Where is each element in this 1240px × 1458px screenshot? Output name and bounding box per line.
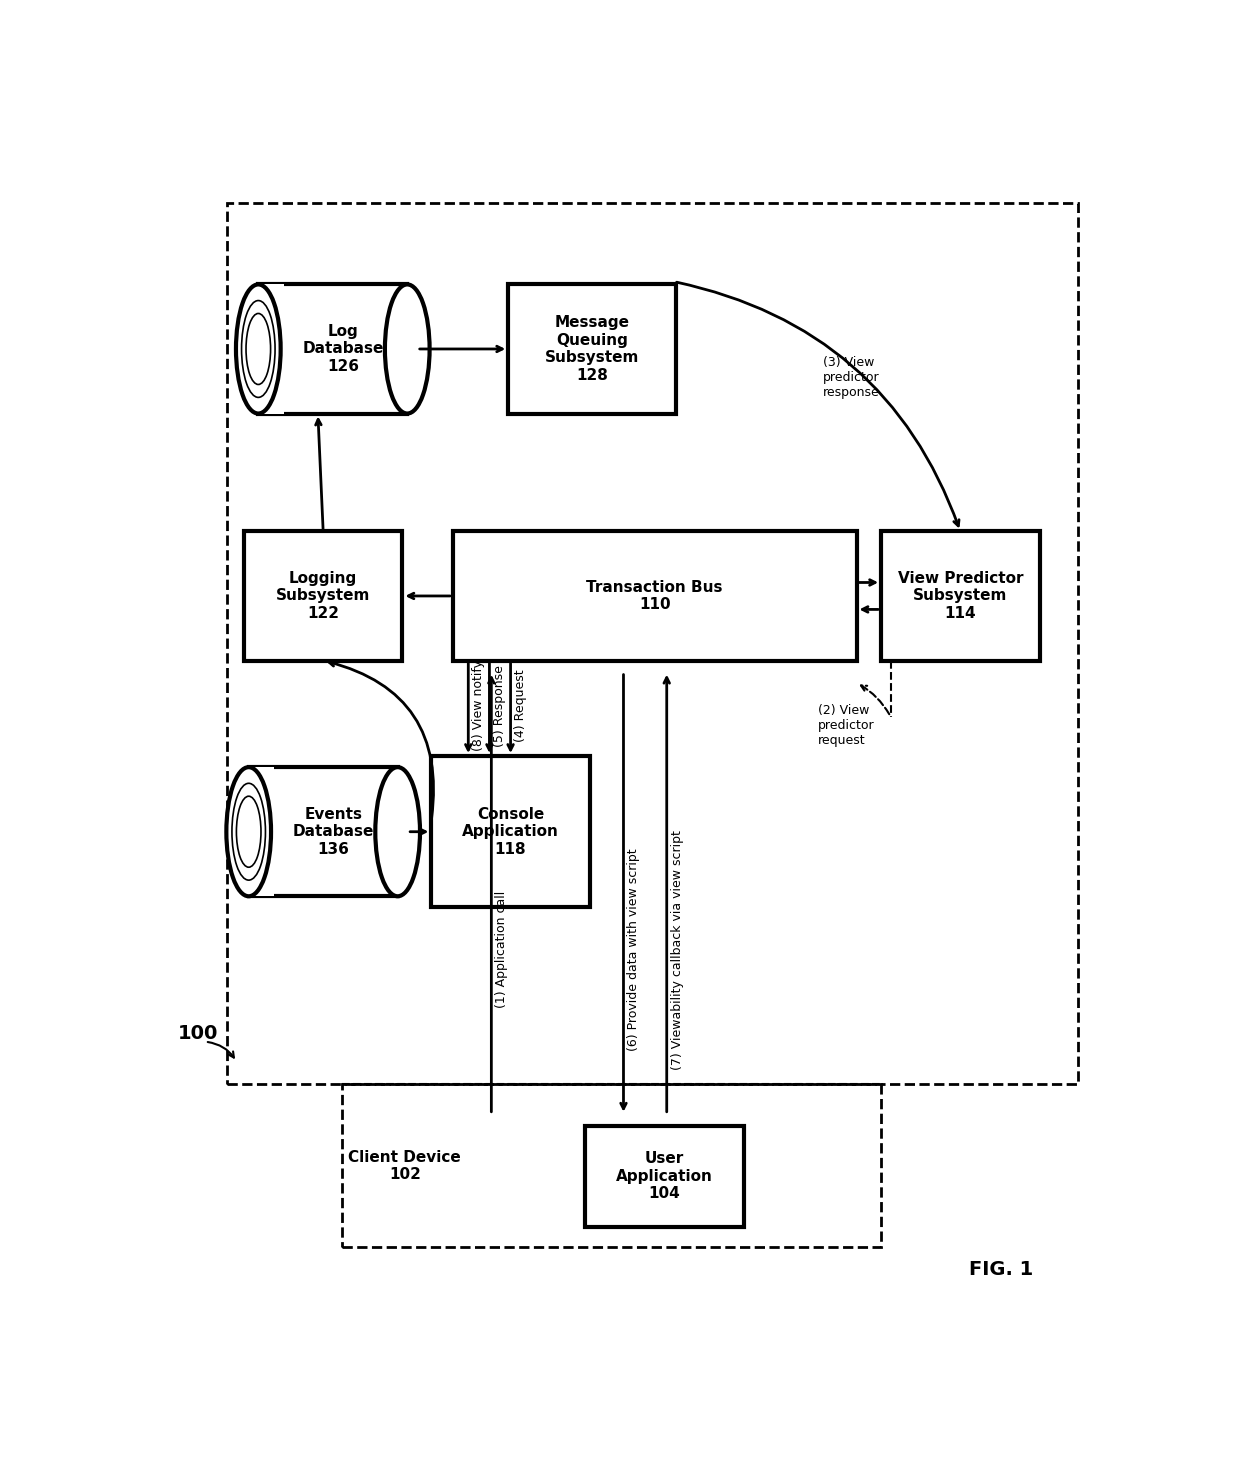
- Ellipse shape: [236, 284, 280, 414]
- Text: 100: 100: [179, 1025, 218, 1044]
- Bar: [244, 531, 403, 660]
- Text: (2) View
predictor
request: (2) View predictor request: [818, 704, 874, 746]
- Text: Events
Database
136: Events Database 136: [293, 806, 374, 857]
- Text: FIG. 1: FIG. 1: [968, 1260, 1033, 1279]
- Bar: [453, 531, 857, 660]
- Text: Transaction Bus
110: Transaction Bus 110: [587, 580, 723, 612]
- Text: Log
Database
126: Log Database 126: [303, 324, 384, 373]
- Bar: [249, 767, 274, 897]
- Text: Console
Application
118: Console Application 118: [463, 806, 559, 857]
- Text: (1) Application call: (1) Application call: [495, 891, 508, 1009]
- Bar: [258, 284, 407, 414]
- Text: (8) View notify: (8) View notify: [472, 660, 485, 751]
- Bar: [585, 1126, 744, 1226]
- Text: (7) Viewability callback via view script: (7) Viewability callback via view script: [671, 830, 683, 1070]
- Bar: [432, 755, 590, 907]
- Text: Logging
Subsystem
122: Logging Subsystem 122: [277, 572, 371, 621]
- Bar: [227, 203, 1078, 1085]
- Bar: [508, 284, 676, 414]
- Bar: [258, 284, 284, 414]
- Bar: [249, 767, 398, 897]
- Text: (5) Response: (5) Response: [494, 665, 506, 746]
- Text: Client Device
102: Client Device 102: [348, 1150, 461, 1182]
- Text: User
Application
104: User Application 104: [616, 1152, 713, 1201]
- Ellipse shape: [384, 284, 429, 414]
- Ellipse shape: [227, 767, 272, 897]
- Text: (4) Request: (4) Request: [515, 669, 527, 742]
- Text: View Predictor
Subsystem
114: View Predictor Subsystem 114: [898, 572, 1023, 621]
- Bar: [342, 1085, 880, 1247]
- Bar: [882, 531, 1039, 660]
- Text: (6) Provide data with view script: (6) Provide data with view script: [627, 849, 640, 1051]
- Ellipse shape: [376, 767, 420, 897]
- Text: (3) View
predictor
response: (3) View predictor response: [823, 356, 879, 398]
- Text: Message
Queuing
Subsystem
128: Message Queuing Subsystem 128: [546, 315, 640, 382]
